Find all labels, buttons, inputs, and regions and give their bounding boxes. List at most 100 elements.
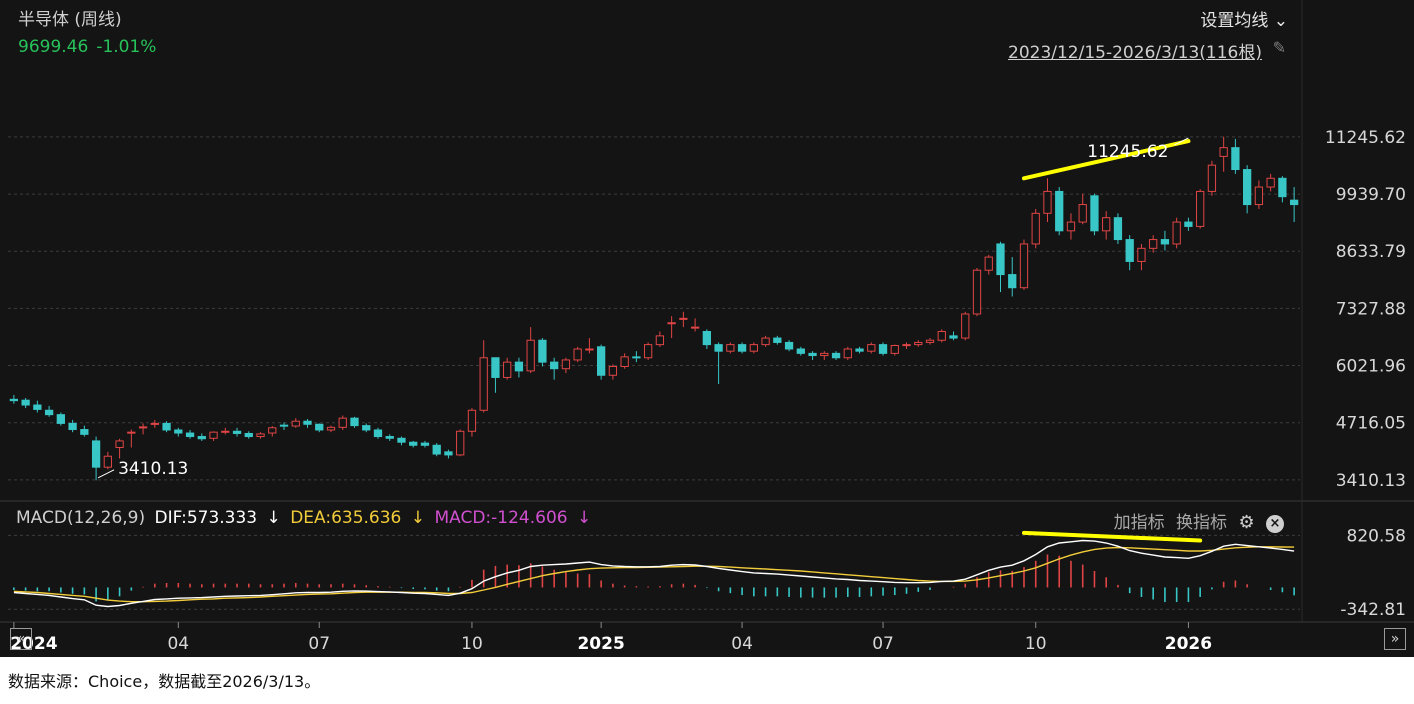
- candle-down: [1243, 165, 1252, 214]
- candle-down: [1278, 176, 1287, 203]
- change-indicator-button[interactable]: 换指标: [1176, 513, 1228, 533]
- candle-body: [679, 317, 688, 320]
- candle-body: [1090, 195, 1099, 232]
- candle-up: [890, 344, 899, 356]
- gear-icon[interactable]: ⚙: [1238, 512, 1255, 533]
- macd-tick-label: -342.81: [1340, 600, 1406, 620]
- candle-up: [820, 351, 829, 360]
- candle-down: [796, 346, 805, 356]
- candle-body: [503, 361, 512, 378]
- candle-body: [373, 429, 383, 438]
- candle-body: [56, 414, 65, 424]
- candle-up: [972, 268, 982, 317]
- candle-down: [1184, 217, 1193, 231]
- price-tick-label: 6021.96: [1336, 357, 1406, 377]
- candle-down: [784, 340, 794, 352]
- candle-body: [949, 335, 958, 339]
- candle-down: [808, 351, 817, 360]
- candle-down: [68, 419, 77, 433]
- candle-down: [597, 344, 606, 380]
- candle-body: [632, 356, 641, 359]
- price-tick-label: 9939.70: [1336, 185, 1406, 205]
- candle-body: [1043, 190, 1052, 214]
- candle-body: [761, 337, 770, 346]
- price-tick-label: 8633.79: [1336, 242, 1406, 262]
- candle-body: [737, 344, 747, 352]
- scroll-left-button[interactable]: «: [10, 628, 32, 650]
- scroll-right-button[interactable]: »: [1384, 628, 1406, 650]
- candle-body: [456, 430, 465, 456]
- candle-body: [1266, 177, 1275, 188]
- candle-body: [620, 356, 629, 368]
- candle-body: [1125, 239, 1134, 262]
- candle-body: [350, 417, 359, 427]
- candle-up: [138, 423, 148, 435]
- candle-down: [279, 422, 289, 430]
- ma-setting-button[interactable]: 设置均线 ⌄: [1200, 11, 1288, 31]
- candle-body: [409, 441, 418, 446]
- close-icon[interactable]: ×: [1266, 515, 1284, 533]
- candle-up: [1137, 243, 1146, 271]
- candle-up: [209, 431, 218, 441]
- date-range[interactable]: 2023/12/15-2026/3/13(116根): [1008, 43, 1262, 63]
- candle-down: [56, 412, 65, 426]
- candle-down: [432, 443, 441, 457]
- candle-up: [937, 329, 946, 343]
- candle-body: [1207, 164, 1217, 192]
- candle-body: [479, 357, 488, 411]
- add-indicator-button[interactable]: 加指标: [1113, 513, 1165, 533]
- candle-down: [350, 416, 359, 428]
- chart-panel: 11245.62 9939.70 8633.79 7327.88 6021.96 4716…: [0, 0, 1414, 657]
- candle-up: [326, 425, 336, 433]
- price-trend-line: [1021, 139, 1191, 181]
- macd-value: MACD:-124.606: [434, 508, 568, 528]
- candle-body: [103, 455, 112, 468]
- pin-icon[interactable]: ✎: [1272, 38, 1286, 57]
- candle-body: [303, 420, 312, 425]
- candle-up: [221, 427, 230, 435]
- candle-body: [1278, 177, 1287, 198]
- candle-body: [1196, 190, 1205, 227]
- candle-up: [573, 346, 582, 363]
- candle-body: [808, 352, 817, 357]
- candle-body: [91, 440, 101, 468]
- candle-body: [784, 341, 794, 350]
- candle-body: [961, 313, 970, 339]
- kline-chart[interactable]: 11245.62 9939.70 8633.79 7327.88 6021.96 4716…: [0, 0, 1414, 657]
- candle-up: [655, 331, 665, 347]
- candle-body: [467, 409, 477, 432]
- candle-down: [855, 346, 864, 354]
- candle-up: [561, 357, 571, 374]
- candle-body: [890, 344, 899, 354]
- candle-body: [1219, 147, 1228, 157]
- dea-value: DEA:635.636: [290, 508, 402, 528]
- candle-body: [256, 433, 265, 438]
- candle-body: [33, 404, 42, 410]
- candle-up: [749, 342, 758, 354]
- candle-up: [1254, 180, 1264, 209]
- candle-body: [9, 398, 19, 402]
- candle-up: [1207, 160, 1217, 196]
- candle-down: [420, 440, 430, 448]
- macd-indicator-name[interactable]: MACD(12,26,9): [16, 508, 146, 528]
- candle-down: [1090, 193, 1099, 236]
- candle-body: [1019, 243, 1029, 289]
- candle-body: [138, 426, 148, 429]
- candle-down: [244, 431, 253, 439]
- x-tick-label: 07: [308, 634, 330, 654]
- candle-down: [538, 338, 547, 367]
- candle-body: [749, 344, 758, 352]
- candle-body: [315, 423, 324, 431]
- x-tick-label: 2025: [577, 634, 624, 654]
- high-pointer: [1174, 137, 1189, 146]
- candle-up: [620, 353, 629, 369]
- price-change: -1.01%: [96, 37, 157, 57]
- macd-legend: MACD(12,26,9) DIF:573.333 ↓ DEA:635.636 …: [16, 508, 595, 528]
- candle-down: [949, 331, 958, 341]
- candle-down: [550, 357, 559, 380]
- candle-up: [761, 335, 770, 347]
- dif-line: [13, 539, 1295, 608]
- candle-body: [1172, 221, 1181, 245]
- candle-body: [362, 425, 371, 431]
- candle-up: [150, 419, 159, 428]
